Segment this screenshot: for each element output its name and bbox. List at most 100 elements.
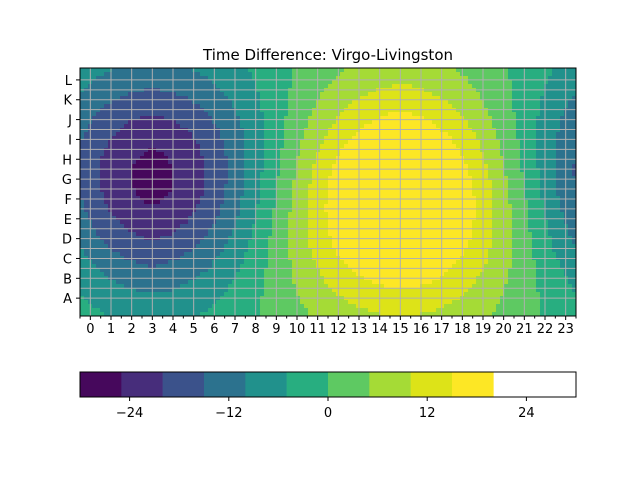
field-cell: [272, 140, 277, 145]
field-cell: [392, 292, 397, 297]
field-cell: [292, 292, 297, 297]
field-cell: [200, 164, 205, 169]
field-cell: [96, 208, 101, 213]
field-cell: [228, 300, 233, 305]
field-cell: [392, 260, 397, 265]
field-cell: [192, 308, 197, 313]
field-cell: [96, 80, 101, 85]
field-cell: [92, 192, 97, 197]
field-cell: [388, 220, 393, 225]
field-cell: [272, 72, 277, 77]
field-cell: [332, 80, 337, 85]
field-cell: [296, 72, 301, 77]
field-cell: [216, 184, 221, 189]
field-cell: [144, 216, 149, 221]
field-cell: [332, 188, 337, 193]
field-cell: [252, 312, 257, 317]
field-cell: [244, 144, 249, 149]
field-cell: [304, 76, 309, 81]
field-cell: [96, 240, 101, 245]
field-cell: [320, 156, 325, 161]
field-cell: [108, 120, 113, 125]
field-cell: [124, 80, 129, 85]
field-cell: [80, 176, 85, 181]
field-cell: [364, 304, 369, 309]
field-cell: [220, 200, 225, 205]
field-cell: [80, 304, 85, 309]
field-cell: [264, 292, 269, 297]
field-cell: [236, 288, 241, 293]
field-cell: [356, 120, 361, 125]
field-cell: [328, 220, 333, 225]
field-cell: [144, 68, 149, 73]
field-cell: [276, 96, 281, 101]
field-cell: [284, 172, 289, 177]
field-cell: [232, 244, 237, 249]
field-cell: [92, 128, 97, 133]
field-cell: [156, 136, 161, 141]
field-cell: [108, 132, 113, 137]
field-cell: [396, 252, 401, 257]
field-cell: [264, 240, 269, 245]
field-cell: [244, 92, 249, 97]
field-cell: [348, 228, 353, 233]
field-cell: [124, 148, 129, 153]
field-cell: [324, 160, 329, 165]
field-cell: [352, 108, 357, 113]
field-cell: [288, 224, 293, 229]
field-cell: [244, 288, 249, 293]
field-cell: [272, 212, 277, 217]
field-cell: [324, 300, 329, 305]
field-cell: [288, 260, 293, 265]
field-cell: [84, 284, 89, 289]
field-cell: [324, 192, 329, 197]
field-cell: [168, 232, 173, 237]
field-cell: [108, 212, 113, 217]
field-cell: [176, 288, 181, 293]
field-cell: [288, 208, 293, 213]
field-cell: [296, 308, 301, 313]
field-cell: [300, 104, 305, 109]
field-cell: [376, 132, 381, 137]
field-cell: [308, 244, 313, 249]
field-cell: [192, 268, 197, 273]
field-cell: [132, 132, 137, 137]
field-cell: [292, 232, 297, 237]
field-cell: [368, 108, 373, 113]
field-cell: [368, 112, 373, 117]
field-cell: [320, 116, 325, 121]
field-cell: [124, 116, 129, 121]
field-cell: [292, 100, 297, 105]
field-cell: [288, 168, 293, 173]
field-cell: [152, 92, 157, 97]
field-cell: [80, 104, 85, 109]
field-cell: [356, 228, 361, 233]
field-cell: [276, 140, 281, 145]
field-cell: [200, 216, 205, 221]
field-cell: [280, 312, 285, 317]
field-cell: [364, 152, 369, 157]
field-cell: [196, 204, 201, 209]
field-cell: [148, 248, 153, 253]
field-cell: [348, 192, 353, 197]
field-cell: [264, 176, 269, 181]
field-cell: [372, 76, 377, 81]
field-cell: [208, 164, 213, 169]
field-cell: [168, 124, 173, 129]
field-cell: [260, 312, 265, 317]
field-cell: [100, 116, 105, 121]
field-cell: [312, 200, 317, 205]
field-cell: [104, 152, 109, 157]
field-cell: [204, 68, 209, 73]
field-cell: [196, 168, 201, 173]
field-cell: [364, 260, 369, 265]
field-cell: [192, 104, 197, 109]
field-cell: [164, 172, 169, 177]
field-cell: [188, 96, 193, 101]
field-cell: [400, 116, 405, 121]
field-cell: [236, 312, 241, 317]
field-cell: [80, 120, 85, 125]
field-cell: [240, 80, 245, 85]
field-cell: [180, 272, 185, 277]
field-cell: [288, 248, 293, 253]
